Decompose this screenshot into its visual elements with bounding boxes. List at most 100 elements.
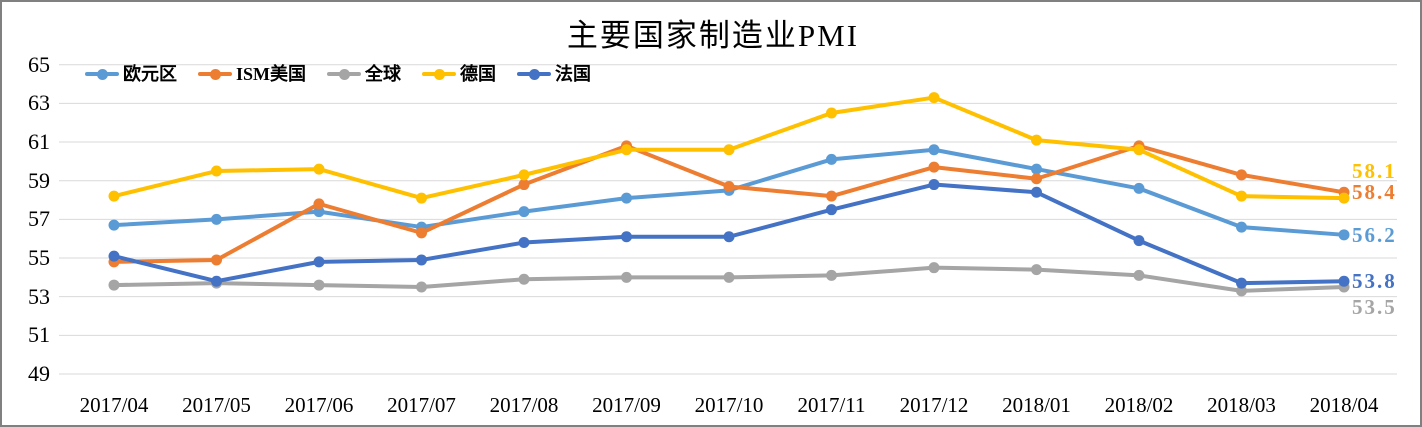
data-point-germany-2017/12 [928, 92, 940, 104]
y-tick-label-49: 49 [28, 361, 50, 386]
data-point-germany-2017/05 [211, 165, 222, 177]
legend-dot [433, 68, 445, 80]
data-point-germany-2018/03 [1236, 190, 1247, 202]
data-point-germany-2018/02 [1133, 144, 1145, 156]
data-point-ism-us-2017/08 [518, 179, 530, 191]
data-point-france-2017/11 [826, 204, 837, 216]
data-point-germany-2018/01 [1031, 134, 1042, 146]
data-point-germany-2017/07 [416, 192, 427, 204]
x-tick-label-2018/04: 2018/04 [1309, 393, 1379, 417]
data-point-global-2017/08 [518, 273, 530, 285]
legend-label-germany: 德国 [460, 64, 497, 84]
data-point-france-2017/12 [928, 179, 940, 191]
data-point-france-2018/01 [1031, 186, 1042, 198]
end-value-label-eurozone: 56.2 [1352, 222, 1397, 247]
data-point-global-2017/11 [826, 269, 837, 281]
data-point-france-2018/03 [1236, 277, 1247, 289]
data-point-global-2017/09 [621, 271, 632, 283]
legend-line-marker-icon [198, 68, 232, 80]
data-point-global-2017/10 [723, 271, 735, 283]
x-tick-label-2017/09: 2017/09 [592, 393, 661, 417]
end-value-label-france: 53.8 [1352, 269, 1397, 294]
legend-line-marker-icon [85, 68, 119, 80]
x-tick-label-2018/02: 2018/02 [1104, 393, 1174, 417]
data-point-global-2017/07 [416, 281, 427, 293]
x-tick-label-2017/12: 2017/12 [899, 393, 969, 417]
y-tick-label-61: 61 [28, 129, 50, 155]
data-point-ism-us-2017/06 [313, 198, 325, 210]
data-point-ism-us-2018/03 [1236, 169, 1247, 181]
series-line-ism-us [112, 143, 1346, 264]
data-point-eurozone-2018/04 [1338, 229, 1350, 241]
legend-item-eurozone: 欧元区 [85, 62, 177, 86]
x-tick-label-2017/11: 2017/11 [797, 393, 866, 417]
data-point-eurozone-2017/12 [928, 144, 940, 156]
data-point-france-2017/07 [416, 254, 427, 266]
data-point-ism-us-2017/11 [826, 190, 837, 202]
y-tick-label-63: 63 [28, 90, 50, 116]
data-point-france-2017/05 [211, 275, 222, 287]
data-point-eurozone-2017/05 [211, 213, 222, 225]
legend-label-global: 全球 [365, 64, 402, 84]
data-point-ism-us-2017/10 [723, 180, 735, 192]
data-point-france-2017/04 [108, 250, 120, 262]
data-point-france-2017/10 [723, 231, 735, 243]
data-point-eurozone-2018/02 [1133, 182, 1145, 194]
y-tick-label-59: 59 [28, 167, 50, 193]
x-tick-label-2018/01: 2018/01 [1002, 393, 1071, 417]
x-tick-label-2017/08: 2017/08 [489, 393, 559, 417]
data-point-ism-us-2017/05 [211, 254, 222, 266]
legend-label-ism-us: ISM美国 [236, 64, 307, 84]
chart-title: 主要国家制造业PMI [566, 18, 860, 53]
legend: 欧元区 ISM美国 全球 德国 法国 [85, 62, 591, 86]
x-tick-label-2017/04: 2017/04 [79, 393, 149, 417]
legend-line-marker-icon [422, 68, 457, 80]
data-point-germany-2018/04 [1338, 192, 1350, 204]
data-point-global-2018/01 [1031, 264, 1042, 276]
data-point-global-2018/02 [1133, 269, 1145, 281]
x-tick-label-2017/07: 2017/07 [387, 393, 456, 417]
data-point-global-2017/04 [108, 279, 120, 291]
x-tick-label-2017/06: 2017/06 [284, 393, 354, 417]
data-point-france-2018/04 [1338, 275, 1350, 287]
data-point-france-2018/02 [1133, 235, 1145, 247]
data-point-global-2018/03 [1236, 285, 1247, 297]
data-point-eurozone-2017/09 [621, 192, 632, 204]
data-point-global-2017/12 [928, 262, 940, 274]
legend-line-marker-icon [327, 68, 362, 80]
data-point-germany-2017/10 [723, 144, 735, 156]
data-point-france-2017/09 [621, 231, 632, 243]
legend-line-marker-icon [517, 68, 552, 80]
y-tick-label-55: 55 [28, 245, 50, 270]
data-point-germany-2017/04 [108, 190, 120, 202]
data-point-eurozone-2018/03 [1236, 221, 1247, 233]
legend-dot [528, 68, 540, 80]
legend-label-eurozone: 欧元区 [123, 64, 177, 84]
data-point-germany-2017/08 [518, 169, 530, 181]
data-point-germany-2017/09 [621, 144, 632, 156]
data-point-eurozone-2017/08 [518, 206, 530, 218]
data-point-global-2017/06 [313, 279, 325, 291]
data-point-france-2017/08 [518, 237, 530, 249]
legend-item-germany: 德国 [422, 62, 496, 86]
data-point-eurozone-2018/01 [1031, 163, 1042, 175]
data-point-germany-2017/11 [826, 107, 837, 119]
legend-label-france: 法国 [555, 64, 592, 84]
legend-item-ism-us: ISM美国 [198, 62, 306, 86]
end-value-label-ism-us: 58.4 [1352, 180, 1397, 205]
data-point-germany-2017/06 [313, 163, 325, 175]
legend-dot [338, 68, 350, 80]
legend-dot [96, 68, 108, 80]
end-value-label-germany: 58.1 [1352, 159, 1397, 184]
data-point-france-2017/06 [313, 256, 325, 268]
data-point-ism-us-2018/01 [1031, 173, 1042, 185]
legend-item-global: 全球 [327, 62, 401, 86]
data-point-eurozone-2017/04 [108, 219, 120, 231]
data-point-eurozone-2017/11 [826, 153, 837, 165]
data-point-ism-us-2017/07 [416, 227, 427, 239]
x-tick-label-2017/10: 2017/10 [694, 393, 764, 417]
data-point-ism-us-2017/12 [928, 161, 940, 173]
y-tick-label-65: 65 [28, 51, 50, 77]
